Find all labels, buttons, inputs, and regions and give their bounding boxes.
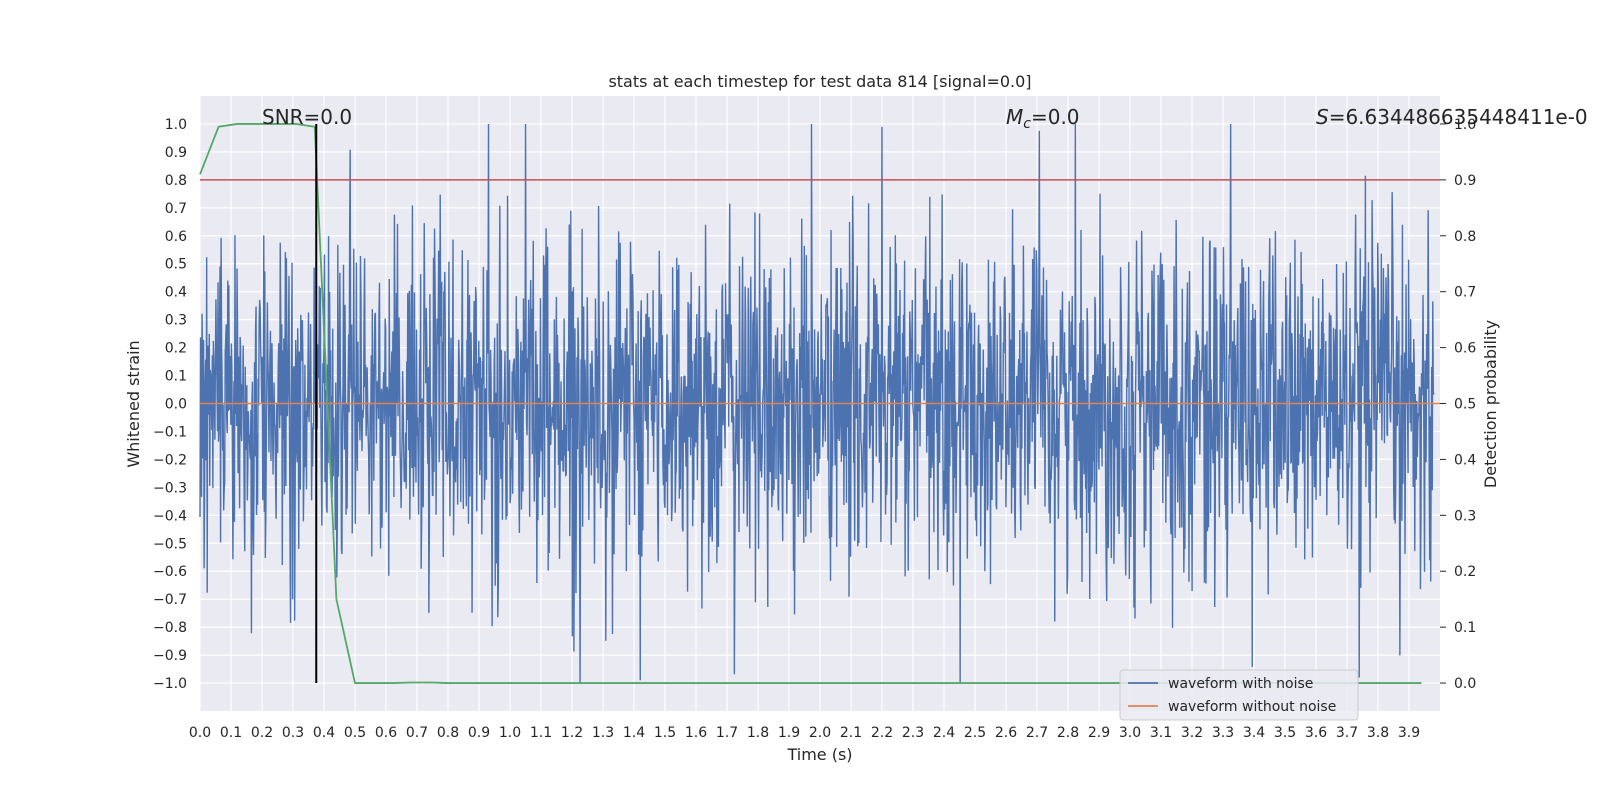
y-axis-left-label: Whitened strain [124,340,143,467]
legend-box [1119,669,1359,721]
s-annotation: S=6.634486635448411e-0 [1316,105,1588,129]
x-tick-label: 1.7 [716,725,738,741]
x-tick-label: 3.0 [1119,725,1141,741]
y-right-tick-label: 1.0 [1454,117,1476,133]
x-tick-label: 0.9 [468,725,490,741]
y-left-tick-label: −0.1 [153,424,187,440]
x-axis-label: Time (s) [786,745,852,764]
y-right-tick-label: 0.1 [1454,620,1476,636]
legend-label-clean: waveform without noise [1168,699,1336,715]
y-left-tick-label: −1.0 [153,676,187,692]
x-tick-label: 2.6 [995,725,1017,741]
y-right-tick-label: 0.3 [1454,508,1476,524]
x-tick-label: 0.5 [344,725,366,741]
y-left-tick-label: 1.0 [165,117,187,133]
x-tick-label: 3.8 [1367,725,1389,741]
x-tick-label: 2.9 [1088,725,1110,741]
y-left-tick-label: −0.4 [153,508,187,524]
x-tick-label: 1.6 [685,725,707,741]
x-tick-label: 2.4 [933,725,955,741]
y-right-tick-label: 0.4 [1454,452,1476,468]
y-right-tick-label: 0.6 [1454,341,1476,357]
chirp-mass-annotation: Mc=0.0 [1006,105,1080,132]
x-tick-label: 3.1 [1150,725,1172,741]
y-left-tick-label: 0.6 [165,229,187,245]
y-left-tick-label: 0.0 [165,397,187,413]
y-right-tick-label: 0.2 [1454,564,1476,580]
x-tick-label: 3.5 [1274,725,1296,741]
s-value: =6.634486635448411e-0 [1329,105,1588,129]
legend-label-noise: waveform with noise [1168,676,1313,692]
x-tick-label: 1.1 [530,725,552,741]
series-waveform-with-noise [199,123,1435,684]
x-tick-label: 2.1 [840,725,862,741]
x-tick-label: 0.2 [251,725,273,741]
chirp-mass-value: =0.0 [1031,105,1080,129]
x-tick-label: 2.5 [964,725,986,741]
y-right-tick-label: 0.9 [1454,173,1476,189]
y-axis-right-label: Detection probability [1481,320,1500,488]
y-left-tick-label: −0.6 [153,564,187,580]
chirp-mass-symbol: M [1006,105,1023,129]
x-tick-label: 3.6 [1305,725,1327,741]
x-tick-label: 2.3 [902,725,924,741]
x-tick-label: 1.9 [778,725,800,741]
y-left-tick-label: 0.7 [165,201,187,217]
x-tick-label: 0.7 [406,725,428,741]
x-tick-label: 1.5 [654,725,676,741]
y-left-tick-label: 0.5 [165,257,187,273]
noise-waveform [199,123,1435,684]
x-tick-label: 2.7 [1026,725,1048,741]
x-tick-label: 2.2 [871,725,893,741]
y-right-tick-label: 0.5 [1454,397,1476,413]
s-symbol: S [1316,105,1329,129]
y-right-tick-labels: 1.0 0.9 0.8 0.7 0.6 0.5 0.4 0.3 0.2 0.1 0.0 [1440,117,1476,692]
x-tick-label: 0.1 [220,725,242,741]
snr-annotation: SNR=0.0 [262,105,352,129]
y-left-tick-labels: 1.0 0.9 0.8 0.7 0.6 0.5 0.4 0.3 0.2 0.1 0.0 −0.1 −0.… [153,117,187,692]
y-left-tick-label: 0.4 [165,285,187,301]
x-tick-labels: 0.0 0.1 0.2 0.3 0.4 0.5 0.6 0.7 0.8 0.9 1.0 1.1 1.2 1… [189,725,1420,741]
y-left-tick-label: −0.5 [153,536,187,552]
x-tick-label: 1.8 [747,725,769,741]
y-left-tick-label: 0.3 [165,313,187,329]
x-tick-label: 1.2 [561,725,583,741]
y-right-tick-label: 0.0 [1454,676,1476,692]
chart-lines [199,123,1440,684]
x-tick-label: 0.6 [375,725,397,741]
x-tick-label: 1.4 [623,725,645,741]
x-tick-label: 0.0 [189,725,211,741]
chart-title: stats at each timestep for test data 814… [608,72,1031,91]
y-left-tick-label: −0.9 [153,648,187,664]
x-tick-label: 0.8 [437,725,459,741]
y-left-tick-label: 0.9 [165,145,187,161]
x-tick-label: 3.3 [1212,725,1234,741]
x-tick-label: 1.0 [499,725,521,741]
x-tick-label: 3.2 [1181,725,1203,741]
x-tick-label: 3.9 [1398,725,1420,741]
y-left-tick-label: −0.3 [153,480,187,496]
series-detection-probability [199,123,1422,684]
y-left-tick-label: 0.8 [165,173,187,189]
x-tick-label: 2.8 [1057,725,1079,741]
x-tick-label: 3.7 [1336,725,1358,741]
y-left-tick-label: −0.2 [153,452,187,468]
x-tick-label: 3.4 [1243,725,1265,741]
x-tick-label: 2.0 [809,725,831,741]
y-right-tick-label: 0.8 [1454,229,1476,245]
x-tick-label: 0.4 [313,725,335,741]
y-right-tick-label: 0.7 [1454,285,1476,301]
y-left-tick-label: −0.8 [153,620,187,636]
x-tick-label: 1.3 [592,725,614,741]
legend: waveform with noise waveform without noi… [1119,669,1359,721]
y-left-tick-label: −0.7 [153,592,187,608]
y-left-tick-label: 0.2 [165,341,187,357]
chirp-mass-subscript: c [1023,116,1031,132]
x-tick-label: 0.3 [282,725,304,741]
y-left-tick-label: 0.1 [165,369,187,385]
